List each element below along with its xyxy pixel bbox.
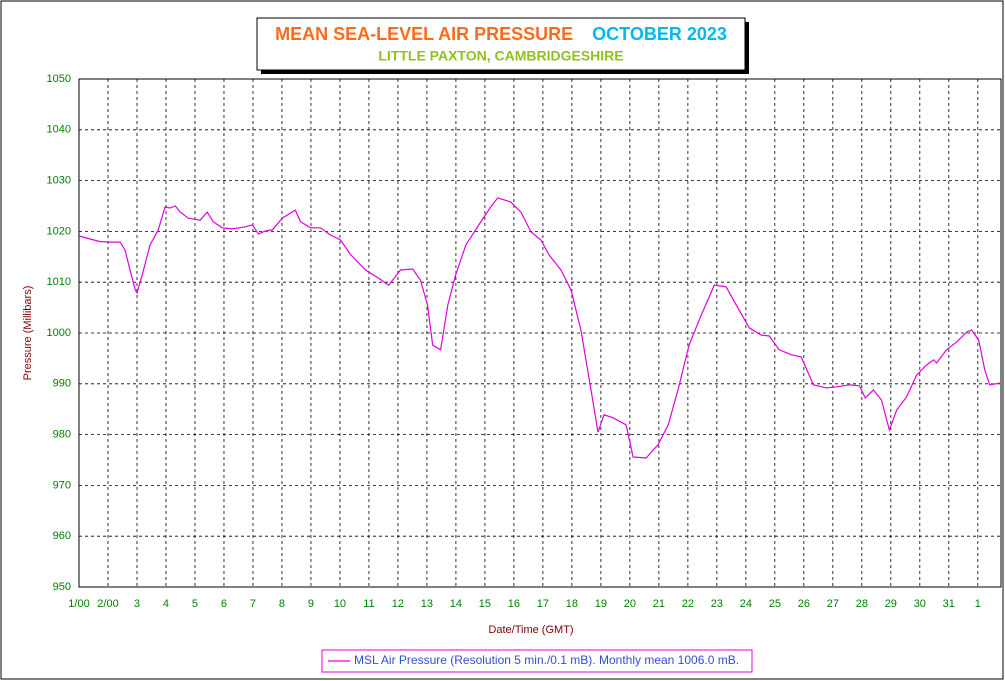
x-tick-label: 15 xyxy=(479,598,491,610)
x-tick-label: 21 xyxy=(653,598,665,610)
y-tick-label: 1040 xyxy=(47,124,71,136)
y-tick-label: 1010 xyxy=(47,276,71,288)
x-tick-label: 31 xyxy=(943,598,955,610)
y-tick-label: 950 xyxy=(53,581,71,593)
y-tick-label: 1000 xyxy=(47,327,71,339)
x-tick-label: 1 xyxy=(975,598,981,610)
x-tick-label: 24 xyxy=(740,598,752,610)
legend-label: MSL Air Pressure (Resolution 5 min./0.1 … xyxy=(354,653,739,667)
y-tick-label: 1020 xyxy=(47,225,71,237)
x-tick-label: 2/00 xyxy=(97,598,118,610)
x-tick-label: 12 xyxy=(392,598,404,610)
title-main: MEAN SEA-LEVEL AIR PRESSURE xyxy=(275,24,573,44)
x-tick-label: 25 xyxy=(769,598,781,610)
x-tick-label: 18 xyxy=(566,598,578,610)
y-tick-label: 980 xyxy=(53,429,71,441)
plot-border xyxy=(78,78,1002,588)
x-tick-label: 3 xyxy=(134,598,140,610)
x-tick-label: 11 xyxy=(363,598,374,610)
y-tick-label: 1030 xyxy=(47,175,71,187)
x-axis-label: Date/Time (GMT) xyxy=(488,624,573,636)
y-tick-label: 970 xyxy=(53,479,71,491)
x-tick-label: 26 xyxy=(798,598,810,610)
x-tick-label: 20 xyxy=(624,598,636,610)
x-tick-label: 13 xyxy=(421,598,433,610)
chart-title: MEAN SEA-LEVEL AIR PRESSURE OCTOBER 2023 xyxy=(275,24,727,44)
x-tick-label: 8 xyxy=(279,598,285,610)
x-tick-label: 23 xyxy=(711,598,723,610)
x-tick-label: 27 xyxy=(827,598,839,610)
x-tick-label: 30 xyxy=(914,598,926,610)
x-tick-label: 10 xyxy=(334,598,346,610)
x-tick-label: 9 xyxy=(308,598,314,610)
series-line xyxy=(78,197,1002,459)
x-tick-label: 14 xyxy=(450,598,462,610)
x-tick-label: 4 xyxy=(163,598,169,610)
x-tick-label: 5 xyxy=(192,598,198,610)
x-tick-label: 6 xyxy=(221,598,227,610)
x-tick-label: 29 xyxy=(885,598,897,610)
x-tick-label: 7 xyxy=(250,598,256,610)
title-period: OCTOBER 2023 xyxy=(592,24,727,44)
x-tick-label: 17 xyxy=(537,598,549,610)
x-tick-label: 22 xyxy=(682,598,694,610)
legend-box xyxy=(321,649,753,673)
y-axis-label: Pressure (Millibars) xyxy=(22,286,34,381)
y-tick-label: 990 xyxy=(53,378,71,390)
x-tick-label: 1/00 xyxy=(68,598,89,610)
x-tick-label: 16 xyxy=(508,598,520,610)
x-tick-label: 28 xyxy=(856,598,868,610)
y-tick-label: 960 xyxy=(53,530,71,542)
x-tick-label: 19 xyxy=(595,598,607,610)
y-tick-label: 1050 xyxy=(47,73,71,85)
title-box xyxy=(256,17,746,71)
subtitle: LITTLE PAXTON, CAMBRIDGESHIRE xyxy=(378,48,623,64)
